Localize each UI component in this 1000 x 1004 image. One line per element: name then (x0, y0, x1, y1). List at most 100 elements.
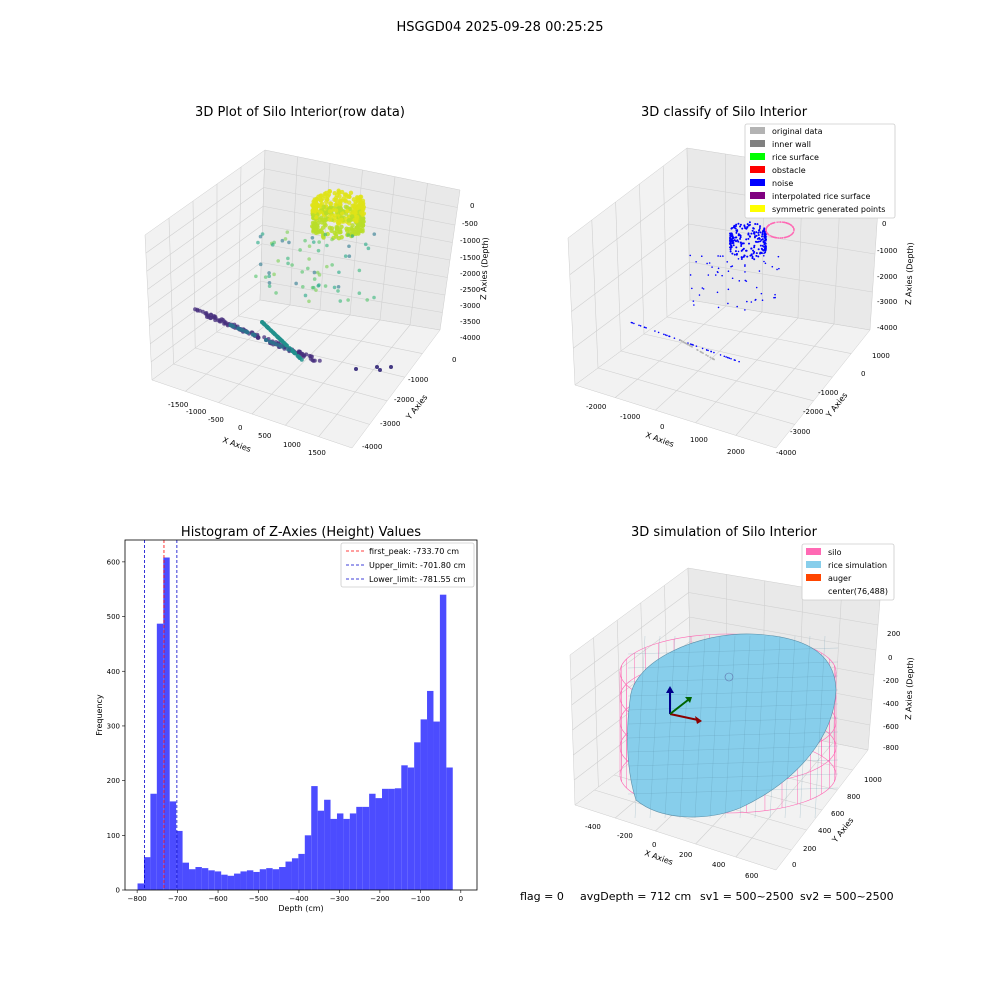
raw-point (346, 298, 350, 302)
raw-x-label: X Axies (221, 435, 252, 454)
symmetric-point (792, 232, 794, 234)
histogram-y-tick-label: 0 (116, 887, 120, 895)
legend-swatch-noise (750, 179, 765, 186)
raw-point (319, 210, 323, 214)
panel-raw-title: 3D Plot of Silo Interior(row data) (195, 105, 405, 120)
noise-point (733, 242, 735, 244)
raw-point (254, 274, 258, 278)
noise-point (710, 351, 712, 353)
sim-x-tick: -400 (585, 823, 601, 831)
histogram-bar (427, 691, 433, 890)
noise-point (696, 345, 698, 347)
noise-point (755, 231, 757, 233)
original-point (705, 354, 707, 356)
histogram-bar (247, 870, 253, 890)
noise-point (740, 241, 742, 243)
noise-point (763, 261, 765, 263)
noise-point (771, 266, 773, 268)
raw-point (324, 233, 328, 237)
raw-point (328, 189, 332, 193)
classify-y-tick: 0 (861, 370, 865, 378)
histogram-bar (273, 869, 279, 890)
sim-x-tick: 200 (679, 851, 692, 859)
histogram-bar (253, 872, 259, 890)
original-point (681, 340, 683, 342)
sim-z-tick: 200 (887, 630, 900, 638)
noise-point (735, 232, 737, 234)
noise-point (731, 238, 733, 240)
raw-point (328, 201, 332, 205)
sim-y-tick: 800 (847, 793, 860, 801)
noise-point (743, 242, 745, 244)
noise-point (734, 254, 736, 256)
panel-raw-3d: 3D Plot of Silo Interior(row data) -1500… (145, 105, 490, 457)
histogram-bar (286, 862, 292, 890)
raw-point (267, 271, 271, 275)
noise-point (706, 263, 708, 265)
sim-z-tick: -200 (883, 677, 899, 685)
histogram-y-tick-label: 600 (107, 558, 120, 566)
noise-point (764, 239, 766, 241)
histogram-bar (337, 813, 343, 890)
noise-point (731, 233, 733, 235)
raw-point (212, 315, 216, 319)
noise-point (702, 287, 704, 289)
raw-point (358, 269, 362, 273)
histogram-y-tick-label: 300 (107, 722, 120, 730)
symmetric-point (778, 221, 780, 223)
symmetric-point (791, 234, 793, 236)
histogram-bar (408, 768, 414, 891)
sim-z-tick: -600 (883, 723, 899, 731)
histogram-bar (305, 835, 311, 890)
noise-point (753, 251, 755, 253)
raw-point (338, 208, 342, 212)
classify-y-tick: -2000 (803, 408, 823, 416)
symmetric-point (792, 226, 794, 228)
noise-point (728, 270, 730, 272)
raw-point (330, 226, 334, 230)
raw-point (294, 282, 298, 286)
legend-label-interp: interpolated rice surface (772, 192, 870, 201)
raw-point (338, 299, 342, 303)
noise-point (765, 250, 767, 252)
symmetric-point (778, 237, 780, 239)
status-sv2: sv2 = 500~2500 (800, 890, 894, 903)
raw-point (339, 218, 343, 222)
noise-point (708, 274, 710, 276)
raw-point (330, 238, 334, 242)
symmetric-point (771, 223, 773, 225)
noise-point (744, 309, 746, 311)
raw-point (271, 243, 275, 247)
noise-point (733, 244, 735, 246)
noise-point (727, 303, 729, 305)
noise-point (736, 253, 738, 255)
noise-point (734, 237, 736, 239)
classify-y-tick: -4000 (776, 449, 796, 457)
legend-swatch-rice-surface (750, 153, 765, 160)
noise-point (745, 227, 747, 229)
raw-z-tick: -2500 (460, 286, 480, 294)
raw-point (256, 241, 260, 245)
raw-point (284, 237, 288, 241)
raw-point (313, 271, 317, 275)
noise-point (654, 330, 656, 332)
raw-point (334, 208, 338, 212)
noise-point (693, 304, 695, 306)
symmetric-point (780, 221, 782, 223)
noise-point (746, 256, 748, 258)
raw-point (315, 225, 319, 229)
raw-point (365, 298, 369, 302)
noise-point (759, 240, 761, 242)
raw-point (325, 265, 329, 269)
raw-point (330, 263, 334, 267)
raw-point (274, 291, 278, 295)
raw-point (354, 367, 358, 371)
histogram-bar (356, 807, 362, 890)
panel-classify-title: 3D classify of Silo Interior (641, 105, 808, 120)
noise-point (691, 344, 693, 346)
histogram-x-tick-label: −700 (168, 895, 187, 903)
raw-point (358, 291, 362, 295)
noise-point (758, 234, 760, 236)
histogram-x-tick-label: −400 (289, 895, 308, 903)
